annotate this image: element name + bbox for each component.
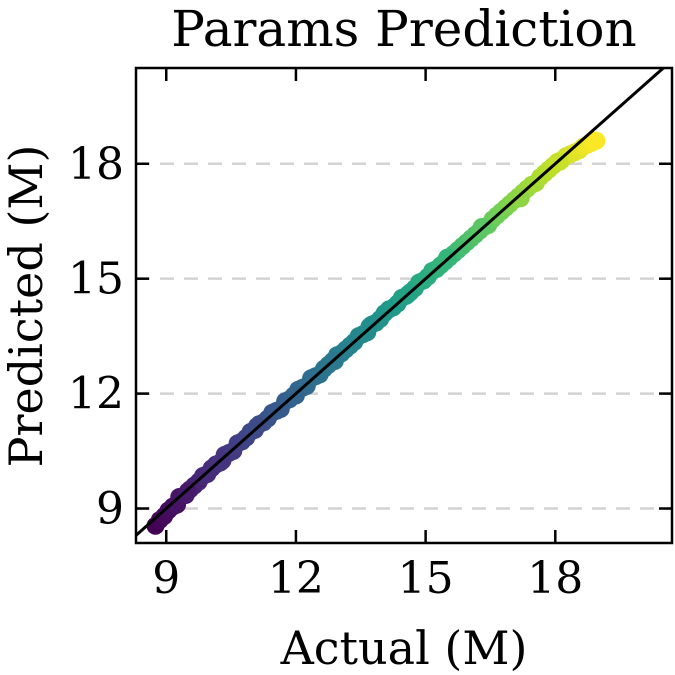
x-tick-label: 18 <box>527 553 583 604</box>
y-tick-label: 12 <box>68 369 124 420</box>
x-tick-label: 15 <box>398 553 454 604</box>
gridlines <box>136 162 672 510</box>
y-axis-ticks: 9 12 15 18 <box>68 139 672 535</box>
y-tick-label: 18 <box>68 139 124 190</box>
chart-title: Params Prediction <box>171 0 636 58</box>
x-tick-label: 9 <box>152 553 180 604</box>
y-axis-label: Predicted (M) <box>0 145 53 468</box>
data-point <box>585 131 604 150</box>
x-tick-label: 12 <box>268 553 324 604</box>
y-tick-label: 9 <box>96 484 124 535</box>
plot-frame <box>134 66 674 545</box>
identity-reference-line <box>136 68 666 538</box>
data-points <box>146 131 606 535</box>
y-tick-label: 15 <box>68 254 124 305</box>
x-axis-label: Actual (M) <box>280 621 528 675</box>
data-point <box>511 189 530 208</box>
x-axis-ticks: 9 12 15 18 <box>152 68 583 604</box>
